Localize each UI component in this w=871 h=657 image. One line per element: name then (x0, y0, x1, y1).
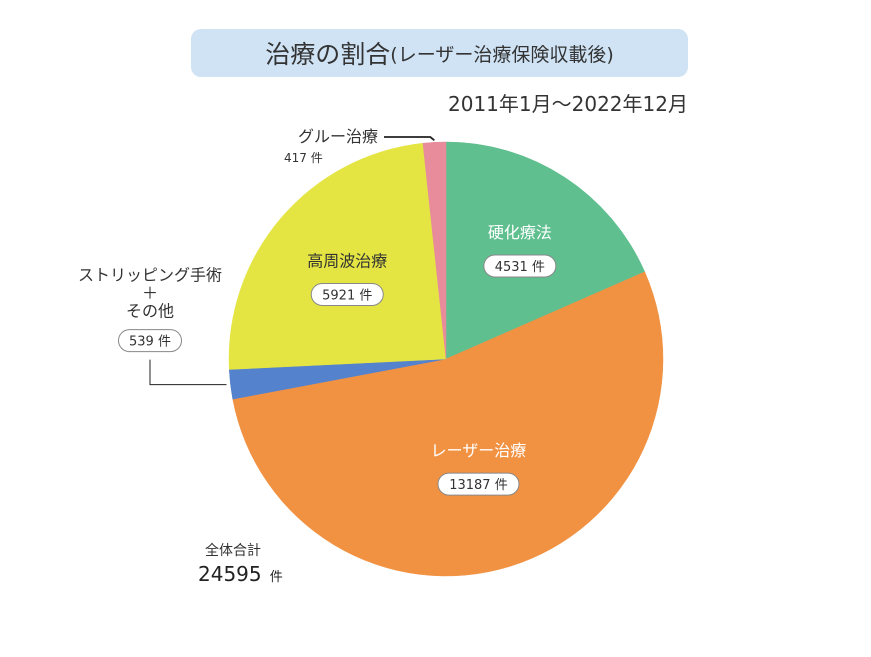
pie-slice-glue (422, 141, 447, 360)
label-glue: グルー治療 (298, 127, 378, 146)
label-glue-value: 417 件 (284, 151, 323, 165)
total-unit: 件 (269, 570, 283, 585)
label-rf-pill: 5921 件 (310, 282, 384, 306)
pie-slice-rf (228, 142, 447, 370)
chart-title: 治療の割合 (265, 40, 391, 69)
total-label: 全体合計 (205, 543, 261, 559)
period-label: 2011年1月～2022年12月 (448, 92, 688, 116)
label-sclerotherapy: 硬化療法 (488, 223, 552, 242)
label-rf-pill-bg (310, 282, 384, 306)
total-value: 24595 (198, 562, 262, 586)
label-laser-value: 13187 件 (449, 478, 508, 493)
label-sclerotherapy-pill: 4531 件 (483, 254, 557, 278)
label-rf: 高周波治療 (307, 251, 387, 270)
pie-slice-sclerotherapy (445, 141, 646, 360)
label-stripping-pill: 539 件 (118, 329, 182, 353)
label-sclerotherapy-value: 4531 件 (495, 260, 545, 275)
pie-slice-laser (232, 271, 664, 577)
label-rf-value: 5921 件 (322, 288, 372, 303)
label-stripping-line-1: ＋ (142, 284, 158, 303)
leader-stripping (149, 359, 227, 386)
leader-glue (384, 136, 435, 142)
label-stripping-pill-bg (118, 329, 182, 353)
label-laser-pill-bg (437, 472, 520, 496)
total-value-group: 24595 件 (198, 562, 283, 586)
label-laser-pill: 13187 件 (437, 472, 520, 496)
label-laser: レーザー治療 (431, 441, 527, 460)
label-stripping-line-0: ストリッピング手術 (78, 266, 222, 285)
title-banner: 治療の割合 (レーザー治療保険収載後) (191, 29, 688, 77)
label-sclerotherapy-pill-bg (483, 254, 557, 278)
label-stripping-line-2: その他 (126, 302, 174, 321)
label-stripping-value: 539 件 (129, 335, 171, 350)
chart-subtitle: (レーザー治療保険収載後) (390, 43, 614, 66)
